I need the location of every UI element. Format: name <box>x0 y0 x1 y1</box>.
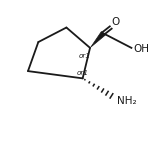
Text: OH: OH <box>134 44 150 54</box>
Text: or1: or1 <box>78 53 90 59</box>
Text: O: O <box>112 17 120 27</box>
Text: or1: or1 <box>77 70 89 76</box>
Polygon shape <box>91 32 105 47</box>
Text: NH₂: NH₂ <box>117 96 136 106</box>
